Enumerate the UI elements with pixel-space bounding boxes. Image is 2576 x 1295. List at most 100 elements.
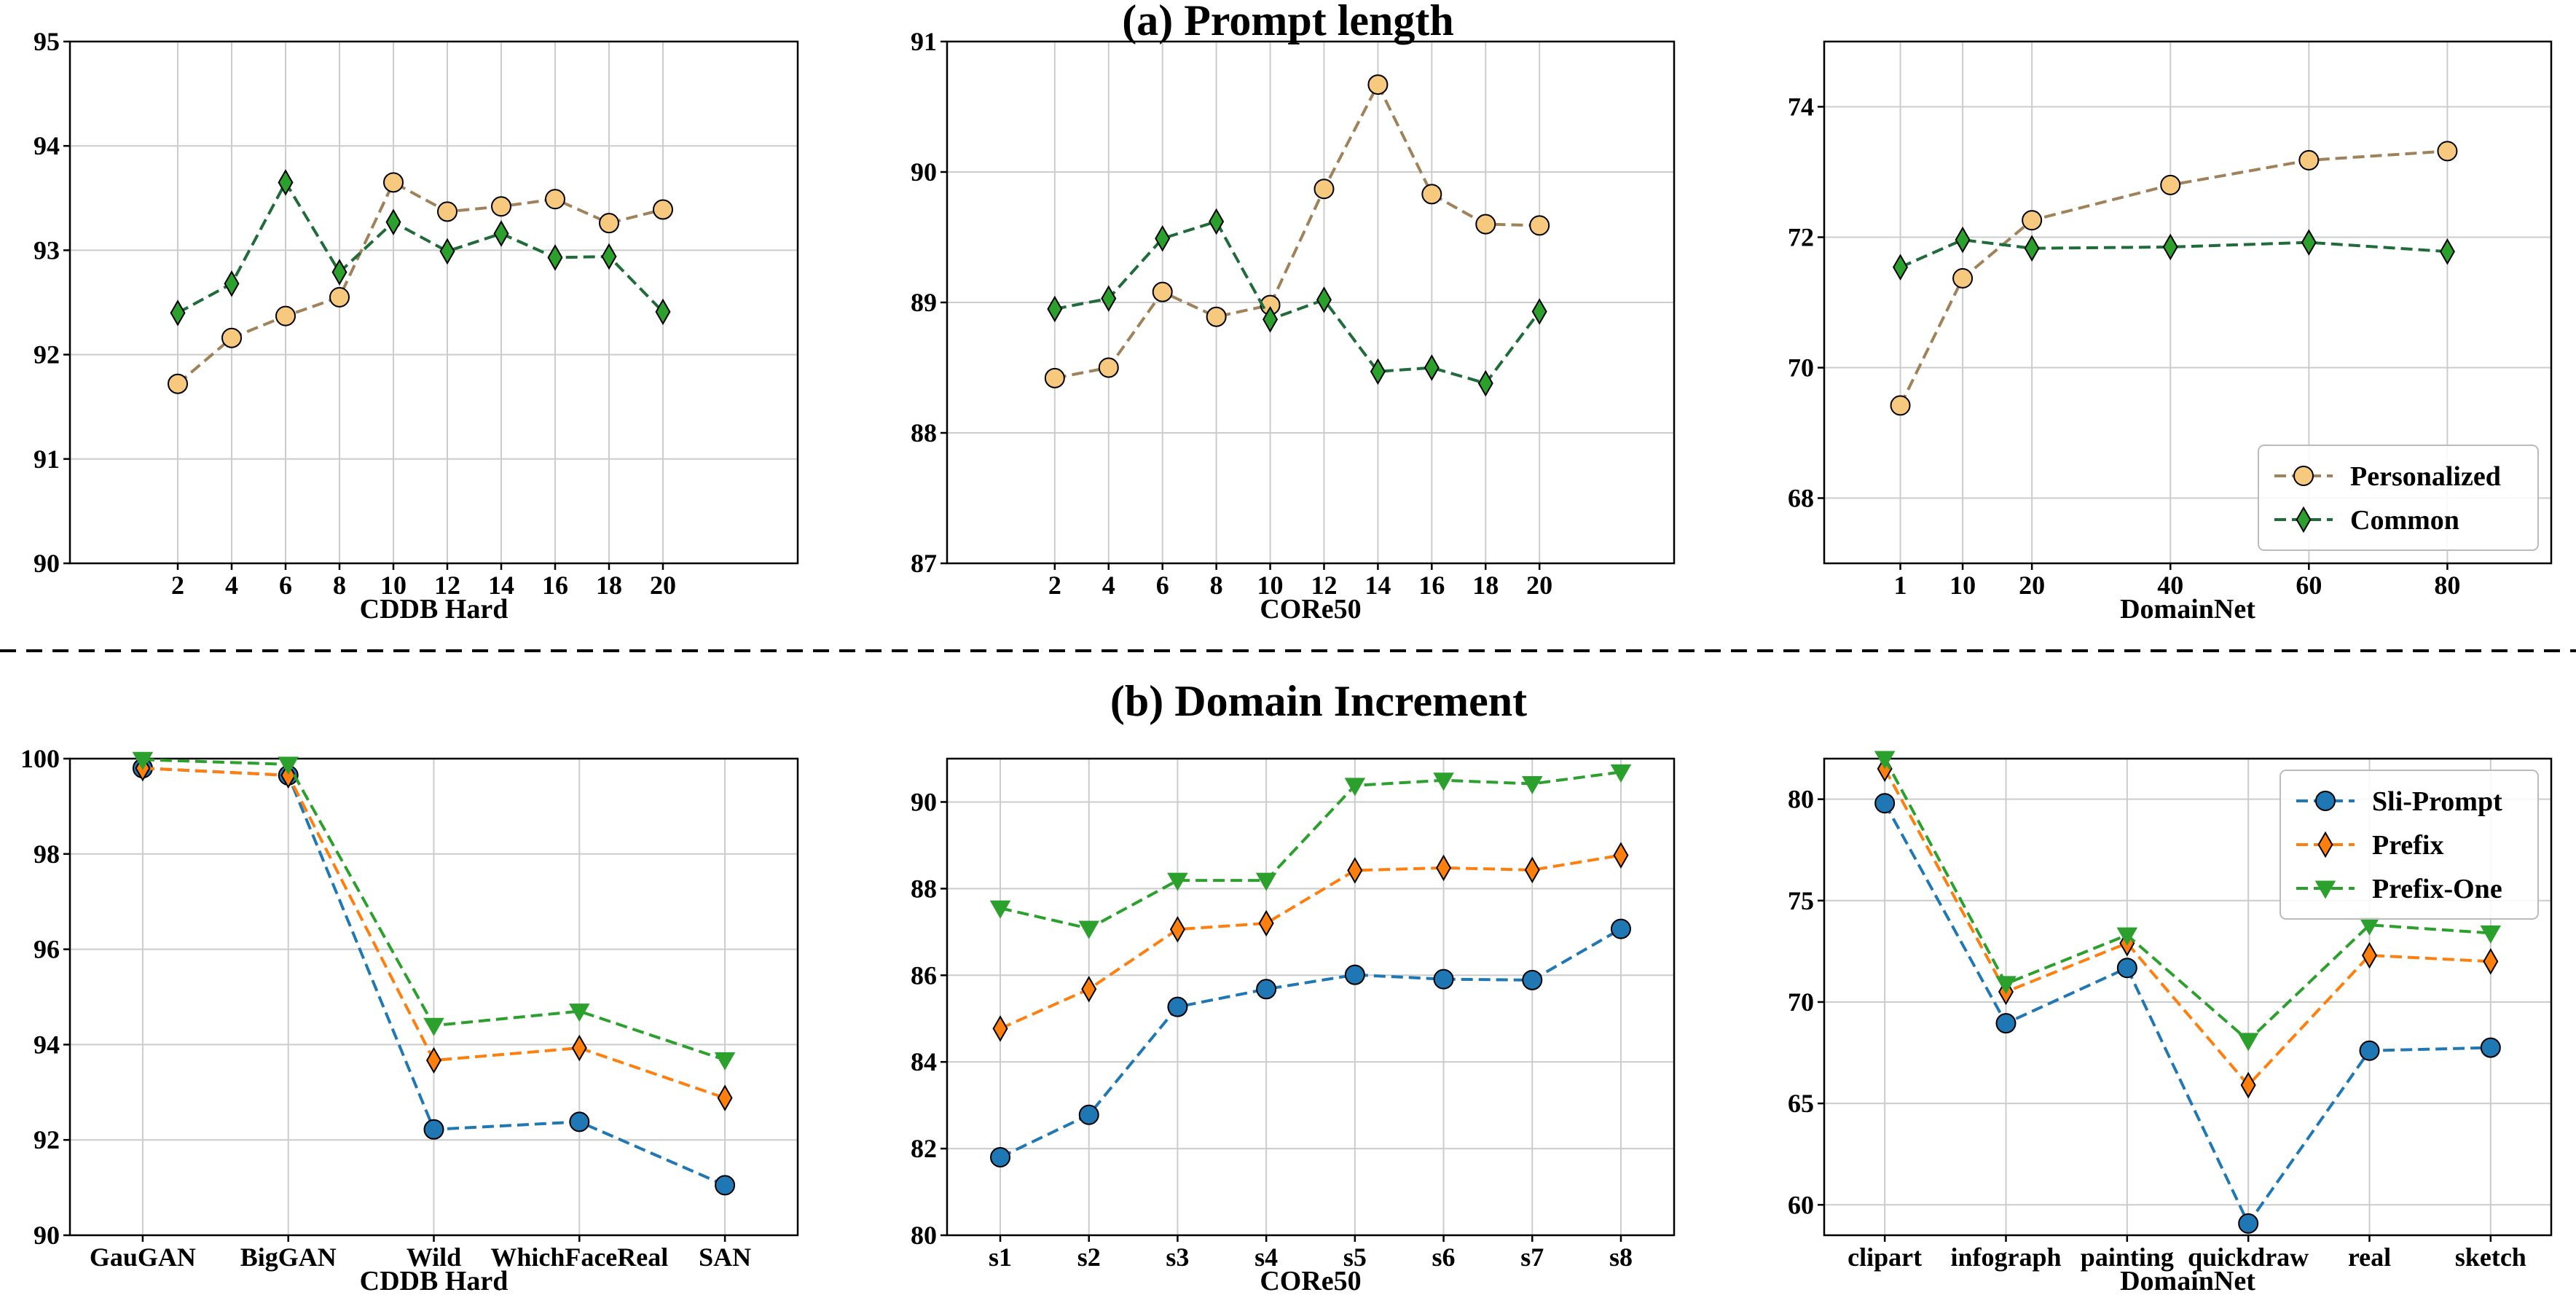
data-point bbox=[2240, 1071, 2256, 1099]
data-point bbox=[275, 305, 296, 326]
data-point bbox=[385, 208, 401, 235]
x-tick-label: s4 bbox=[1254, 1243, 1278, 1272]
data-point bbox=[2024, 235, 2040, 262]
section-title-domain-increment: (b) Domain Increment bbox=[1110, 677, 1527, 725]
y-tick-label: 75 bbox=[1788, 886, 1814, 915]
data-point bbox=[1433, 969, 1454, 990]
data-point bbox=[1421, 184, 1442, 205]
data-point bbox=[2437, 141, 2458, 162]
data-point bbox=[1433, 772, 1454, 791]
legend-marker bbox=[2314, 880, 2336, 899]
x-tick-label: 60 bbox=[2296, 571, 2322, 600]
y-tick-label: 89 bbox=[911, 288, 937, 317]
x-tick-label: 14 bbox=[1364, 571, 1391, 600]
x-tick-label: SAN bbox=[699, 1243, 751, 1272]
series-common bbox=[1893, 226, 2455, 281]
legend-entry-personalized: Personalized bbox=[2274, 461, 2501, 492]
x-axis-title: CDDB Hard bbox=[360, 1266, 508, 1295]
x-tick-label: 12 bbox=[1311, 571, 1337, 600]
y-tick-label: 68 bbox=[1788, 484, 1814, 513]
data-point bbox=[425, 1046, 442, 1074]
data-point bbox=[714, 1052, 736, 1071]
data-point bbox=[1893, 254, 1909, 281]
y-tick-label: 96 bbox=[34, 935, 60, 964]
data-point bbox=[1209, 208, 1225, 235]
data-point bbox=[329, 286, 350, 308]
y-tick-label: 92 bbox=[34, 1125, 60, 1154]
legend-label: Common bbox=[2350, 505, 2459, 536]
data-point bbox=[1475, 214, 1496, 235]
series-prefix-one bbox=[132, 751, 736, 1071]
x-tick-label: Wild bbox=[407, 1243, 461, 1272]
data-point bbox=[2116, 927, 2138, 946]
legend-label: Sli-Prompt bbox=[2372, 786, 2502, 817]
chart-domain-increment-core50: 80 82 84 86 88 90 s1 s2 s3 s4 s5 s6 s7 s8 CORe50 bbox=[911, 757, 1676, 1295]
series-line bbox=[1883, 758, 2491, 1043]
series-line bbox=[1883, 802, 2491, 1226]
data-point bbox=[1098, 357, 1119, 378]
legend-marker bbox=[2315, 791, 2336, 811]
plot-frame bbox=[1823, 757, 2553, 1237]
data-point bbox=[1255, 872, 1277, 891]
x-tick-label: 18 bbox=[596, 571, 622, 600]
x-axis-title: CORe50 bbox=[1260, 1266, 1361, 1295]
data-point bbox=[331, 259, 347, 286]
chart-domain-increment-domainnet: 60 65 70 75 80 clipart infograph painting quickd… bbox=[1788, 751, 2553, 1295]
x-tick-label: 8 bbox=[333, 571, 346, 600]
chart-prompt-length-core50: 87 88 89 90 91 2 4 6 8 10 12 14 16 18 20 CORe50 bbox=[911, 27, 1676, 625]
legend-label: Prefix-One bbox=[2372, 874, 2502, 904]
x-tick-label: 16 bbox=[1418, 571, 1445, 600]
legend-box bbox=[2258, 445, 2539, 551]
data-point bbox=[1370, 358, 1386, 386]
data-point bbox=[1995, 1013, 2017, 1034]
data-point bbox=[1874, 793, 1896, 814]
data-point bbox=[1081, 976, 1097, 1003]
data-point bbox=[1613, 842, 1629, 869]
data-point bbox=[1531, 298, 1547, 325]
x-axis-title: DomainNet bbox=[2120, 1266, 2255, 1295]
data-point bbox=[599, 213, 619, 234]
legend-entry-sli-prompt: Sli-Prompt bbox=[2296, 786, 2502, 817]
data-point bbox=[1955, 226, 1971, 254]
x-tick-label: sketch bbox=[2455, 1243, 2526, 1272]
y-tick-label: 86 bbox=[911, 961, 937, 990]
data-point bbox=[1258, 909, 1274, 937]
data-point bbox=[2483, 948, 2499, 975]
series-personalized bbox=[168, 172, 673, 394]
plot-frame bbox=[946, 757, 1676, 1237]
data-point bbox=[2160, 174, 2181, 195]
data-point bbox=[491, 196, 511, 217]
x-tick-label: 20 bbox=[650, 571, 676, 600]
data-point bbox=[2116, 958, 2137, 979]
y-tick-label: 91 bbox=[34, 445, 60, 474]
x-tick-label: 10 bbox=[1257, 571, 1284, 600]
x-tick-label: 20 bbox=[1526, 571, 1552, 600]
data-point bbox=[1167, 996, 1188, 1017]
data-point bbox=[170, 300, 186, 326]
data-point bbox=[2301, 229, 2317, 256]
x-tick-label: WhichFaceReal bbox=[490, 1243, 668, 1272]
x-tick-label: s1 bbox=[989, 1243, 1012, 1272]
data-point bbox=[1347, 857, 1363, 884]
data-point bbox=[437, 201, 458, 222]
data-point bbox=[1344, 778, 1366, 797]
y-tick-label: 90 bbox=[911, 157, 937, 187]
legend-marker bbox=[2317, 831, 2333, 858]
series-line bbox=[177, 179, 664, 315]
data-point bbox=[168, 373, 188, 394]
x-tick-label: 2 bbox=[171, 571, 184, 600]
data-point bbox=[278, 756, 299, 775]
data-point bbox=[1101, 285, 1117, 312]
legend-entry-prefix: Prefix bbox=[2296, 830, 2443, 861]
series-sli-prompt bbox=[1874, 793, 2501, 1234]
data-point bbox=[2162, 233, 2178, 261]
x-tick-label: infograph bbox=[1950, 1243, 2061, 1272]
data-point bbox=[1952, 267, 1974, 289]
data-point bbox=[1436, 854, 1452, 882]
x-tick-label: quickdraw bbox=[2188, 1243, 2309, 1272]
data-point bbox=[439, 238, 455, 265]
data-point bbox=[990, 1146, 1011, 1167]
data-point bbox=[1522, 969, 1543, 990]
data-point bbox=[278, 169, 294, 196]
